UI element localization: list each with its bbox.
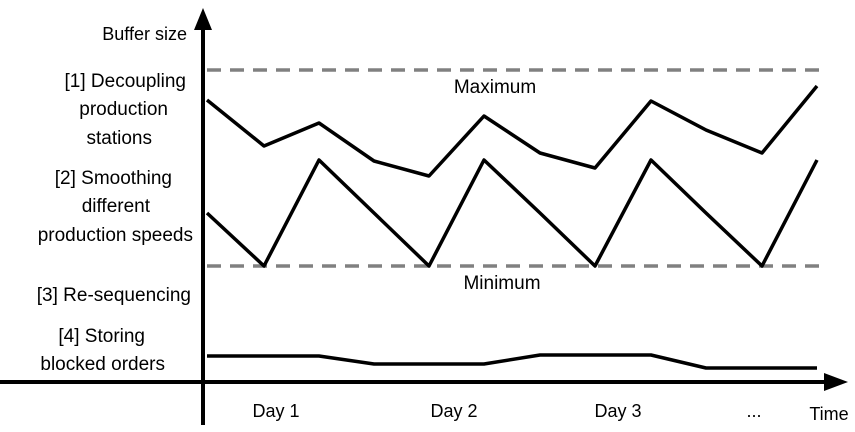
x-axis-label: Time bbox=[809, 404, 848, 424]
smoothing-buffer-line bbox=[207, 160, 817, 266]
category-2-line-2: different bbox=[82, 196, 151, 217]
category-4-line-1: [4] Storing bbox=[58, 326, 145, 347]
x-tick-day-3: Day 3 bbox=[594, 401, 641, 421]
minimum-label: Minimum bbox=[463, 273, 540, 294]
y-axis-arrowhead bbox=[194, 8, 212, 30]
x-tick-day-1: Day 1 bbox=[252, 401, 299, 421]
y-axis-label: Buffer size bbox=[102, 24, 187, 44]
x-axis-arrowhead bbox=[824, 373, 848, 391]
category-3-line-1: [3] Re-sequencing bbox=[37, 285, 191, 306]
maximum-label: Maximum bbox=[454, 77, 536, 98]
decoupling-buffer-line bbox=[207, 86, 817, 176]
category-4-line-2: blocked orders bbox=[40, 354, 165, 375]
blocked-orders-buffer-line bbox=[207, 355, 817, 368]
x-tick-day-2: Day 2 bbox=[430, 401, 477, 421]
category-2-line-1: [2] Smoothing bbox=[55, 168, 172, 189]
category-1-line-3: stations bbox=[87, 128, 152, 149]
category-2-line-3: production speeds bbox=[38, 225, 193, 246]
x-tick-ellipsis: ... bbox=[746, 401, 761, 421]
category-1-line-2: production bbox=[79, 99, 168, 120]
category-1-line-1: [1] Decoupling bbox=[65, 71, 186, 92]
